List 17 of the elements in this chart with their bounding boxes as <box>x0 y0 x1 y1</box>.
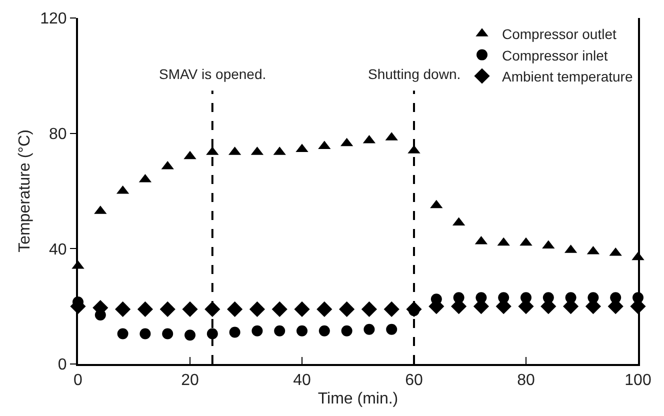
y-tick-label: 80 <box>49 126 67 143</box>
ref-line-label: SMAV is opened. <box>159 66 266 82</box>
x-tick-label: 100 <box>624 372 652 390</box>
y-tick-label: 120 <box>40 10 67 28</box>
ref-line-label: Shutting down. <box>368 66 461 82</box>
x-tick-label: 80 <box>517 372 535 390</box>
legend-label: Compressor inlet <box>502 47 608 64</box>
y-tick-label: 0 <box>58 356 67 374</box>
legend-label: Compressor outlet <box>502 26 616 42</box>
x-tick-label: 60 <box>405 372 423 390</box>
y-tick-label: 40 <box>49 241 67 258</box>
x-tick-label: 0 <box>74 372 83 390</box>
x-tick-label: 40 <box>293 372 311 390</box>
x-tick-label: 20 <box>181 372 199 390</box>
y-axis-title: Temperature (°C) <box>16 130 34 252</box>
legend-label: Ambient temperature <box>502 68 633 84</box>
x-axis-title: Time (min.) <box>318 390 398 408</box>
